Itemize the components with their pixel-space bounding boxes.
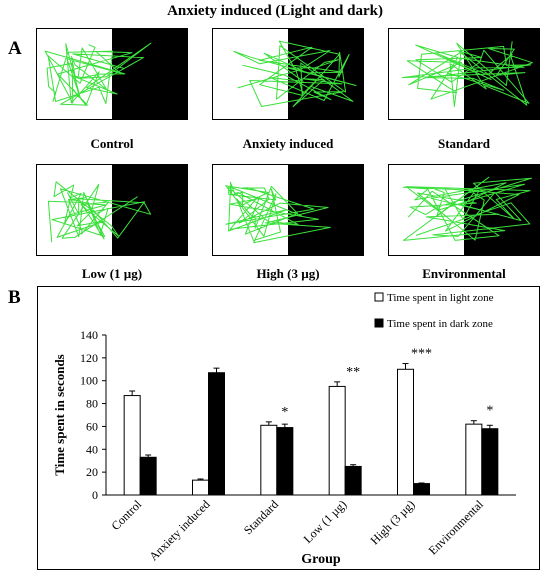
x-tick-label: Standard — [241, 497, 281, 537]
arena-label-standard: Standard — [437, 136, 491, 151]
significance-marker: ** — [346, 365, 360, 380]
arena-label-low: Low (1 µg) — [81, 266, 143, 281]
y-tick-label: 60 — [86, 419, 98, 433]
x-tick-label: High (3 µg) — [367, 497, 417, 547]
trace-svg — [47, 181, 152, 243]
x-axis-label: Group — [301, 552, 341, 567]
legend-label: Time spent in dark zone — [387, 318, 493, 330]
panel-a-letter: A — [8, 38, 22, 59]
light-zone-bar — [192, 479, 209, 496]
legend-swatch — [374, 318, 384, 328]
light-zone-bar — [260, 424, 278, 496]
panel-b-letter: B — [8, 287, 21, 308]
locomotion-trace — [402, 176, 533, 241]
bar-chart: 0 20 40 60 80 100 120 140 Time spent in seconds C… — [52, 292, 516, 567]
x-tick-label: Control — [108, 497, 144, 533]
arena-high — [212, 164, 364, 256]
dark-zone — [288, 165, 363, 255]
light-zone-bar — [123, 395, 141, 496]
locomotion-trace — [233, 40, 357, 108]
x-tick-label: Low (1 µg) — [301, 497, 350, 546]
dark-zone-bar — [481, 428, 499, 496]
locomotion-trace — [44, 42, 152, 106]
arena-label-anxiety-induced: Anxiety induced — [242, 136, 334, 151]
dark-zone — [112, 165, 187, 255]
light-zone-bar — [397, 368, 414, 496]
light-zone-bar — [328, 385, 346, 496]
arena-anxiety-induced — [212, 28, 364, 120]
trace-svg — [44, 42, 152, 106]
dark-zone-bar — [413, 483, 430, 496]
locomotion-trace — [225, 181, 331, 244]
y-tick-label: 0 — [92, 488, 98, 502]
dark-zone-bar — [208, 372, 225, 496]
x-tick-label: Environmental — [426, 497, 487, 558]
legend-swatch — [374, 292, 384, 302]
locomotion-trace — [401, 41, 533, 107]
y-tick-label: 140 — [80, 328, 98, 342]
arena-standard — [388, 28, 540, 120]
significance-marker: * — [486, 404, 493, 419]
significance-marker: * — [281, 405, 288, 420]
arena-label-high: High (3 µg) — [256, 266, 320, 281]
trace-svg — [401, 41, 533, 107]
dark-zone — [288, 29, 363, 119]
arena-low — [36, 164, 188, 256]
y-tick-label: 100 — [80, 374, 98, 388]
legend-label: Time spent in light zone — [387, 292, 494, 304]
arena-environmental — [388, 164, 540, 256]
x-tick-label: Anxiety induced — [146, 497, 212, 563]
trace-svg — [402, 176, 533, 241]
trace-svg — [233, 40, 357, 108]
dark-zone-bar — [344, 465, 362, 496]
light-zone-bar — [465, 423, 483, 496]
arena-label-environmental: Environmental — [422, 266, 506, 281]
y-tick-label: 20 — [86, 465, 98, 479]
trace-svg — [225, 181, 331, 244]
dark-zone-bar — [139, 456, 157, 496]
arena-control — [36, 28, 188, 120]
y-axis-label: Time spent in seconds — [52, 354, 67, 475]
dark-zone-bar — [276, 427, 294, 496]
y-tick-label: 40 — [86, 442, 98, 456]
y-tick-label: 80 — [86, 397, 98, 411]
arena-label-control: Control — [90, 136, 134, 151]
significance-marker: *** — [411, 347, 432, 362]
locomotion-trace — [47, 181, 152, 243]
bar-chart-panel: 0 20 40 60 80 100 120 140 Time spent in seconds C… — [37, 286, 540, 570]
y-tick-label: 120 — [80, 351, 98, 365]
figure-title: Anxiety induced (Light and dark) — [167, 3, 383, 19]
